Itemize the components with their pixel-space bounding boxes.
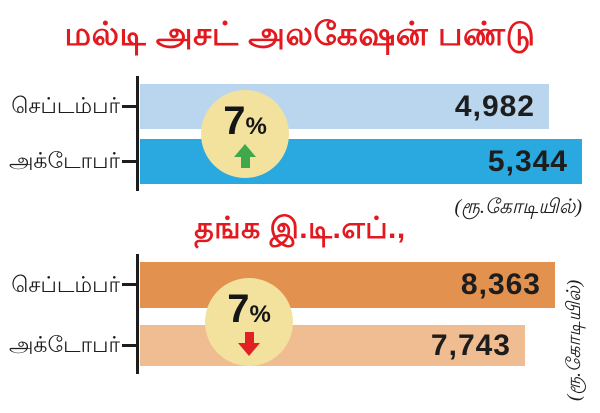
chart1-change-percent: 7 % [223, 101, 267, 141]
chart2-title: தங்க இ.டி.எப்., [194, 212, 406, 245]
chart1-label-september: செப்டம்பர் [11, 93, 120, 118]
chart2-value-september: 8,363 [460, 268, 541, 301]
down-arrow-stem [244, 331, 254, 343]
chart2-value-october: 7,743 [430, 328, 511, 362]
chart2-tick-october [122, 344, 137, 347]
chart1-percent-sign: % [245, 112, 267, 140]
chart2-bar-october: 7,743 [140, 325, 525, 366]
chart1-title: மல்டி அசட் அலகேஷன் பண்டு [64, 15, 536, 52]
up-arrow-stem [240, 156, 250, 168]
chart2-bar-september: 8,363 [140, 262, 555, 308]
chart1-tick-september [122, 105, 137, 108]
chart1-change-number: 7 [223, 98, 246, 143]
chart2-change-badge: 7 % [205, 278, 293, 366]
chart1-axis-line [136, 76, 139, 191]
up-arrow-icon [234, 143, 256, 168]
chart2-axis-line [136, 254, 139, 374]
chart2-change-percent: 7 % [227, 289, 271, 329]
chart2-unit-caption-vertical: (ரூ.கோடியில்) [564, 279, 585, 401]
chart1-label-october: அக்டோபர் [8, 148, 120, 173]
chart2-label-october: அக்டோபர் [8, 332, 120, 357]
chart1-unit-caption: (ரூ.கோடியில்) [454, 196, 582, 218]
down-arrow-head [238, 342, 260, 356]
chart1-tick-october [122, 160, 137, 163]
chart2-percent-sign: % [249, 300, 271, 328]
chart1-value-october: 5,344 [487, 144, 568, 178]
chart2-tick-september [122, 283, 137, 286]
chart2-label-september: செப்டம்பர் [11, 272, 120, 297]
down-arrow-icon [238, 331, 260, 356]
chart2-change-number: 7 [227, 286, 250, 331]
up-arrow-head [234, 143, 256, 157]
chart1-change-badge: 7 % [201, 90, 289, 178]
chart1-value-september: 4,982 [454, 89, 535, 123]
